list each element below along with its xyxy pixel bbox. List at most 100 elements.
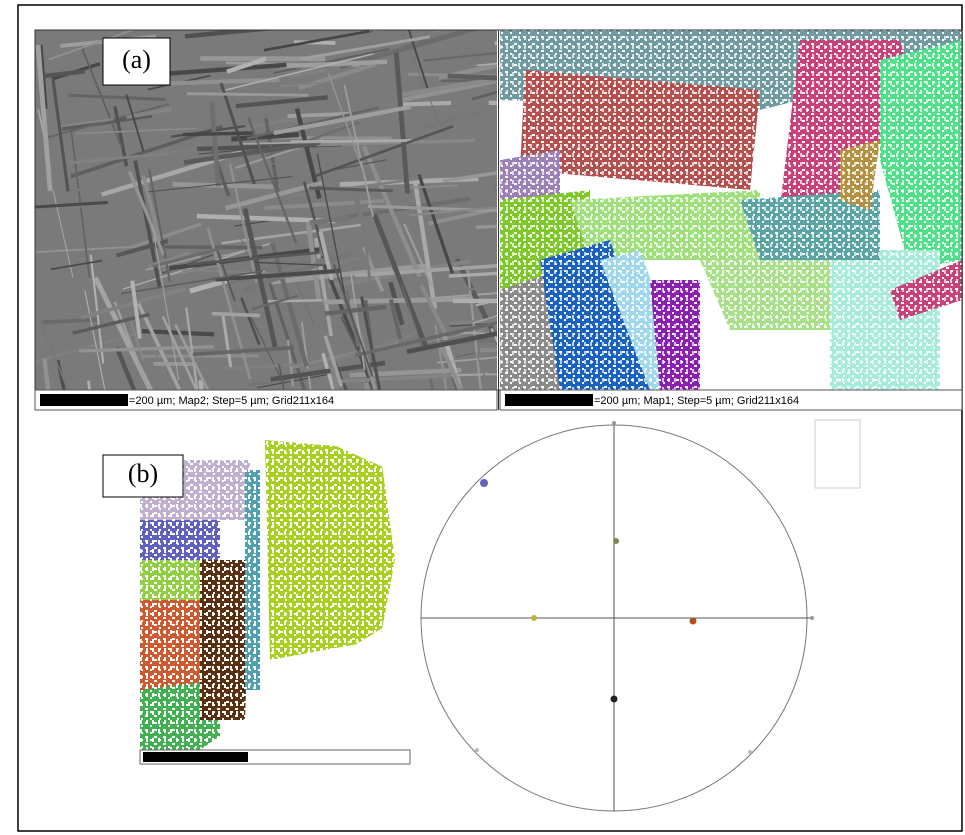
panel-label: (b) [128, 459, 158, 488]
panel-label: (a) [122, 45, 151, 74]
texture [152, 246, 223, 269]
texture [409, 206, 497, 217]
texture [343, 84, 375, 218]
label-box [102, 37, 171, 86]
texture [51, 77, 70, 192]
texture [226, 56, 267, 74]
texture [417, 173, 455, 274]
texture [231, 132, 299, 142]
texture [264, 198, 385, 211]
texture [235, 95, 328, 109]
texture [476, 62, 497, 67]
texture [323, 335, 344, 388]
texture [39, 320, 69, 390]
texture [174, 323, 210, 390]
texture [206, 227, 252, 380]
texture [490, 327, 497, 344]
texture [352, 192, 370, 241]
texture [75, 127, 197, 135]
texture [136, 301, 182, 390]
texture [221, 314, 233, 368]
texture [309, 186, 393, 193]
texture [299, 35, 431, 61]
texture [256, 372, 334, 389]
texture [445, 285, 492, 295]
texture [265, 298, 323, 303]
texture [193, 253, 351, 283]
texture [367, 204, 497, 213]
texture [300, 322, 312, 390]
texture [357, 37, 431, 64]
texture [120, 270, 264, 295]
texture [48, 175, 125, 201]
texture [413, 182, 437, 310]
caption: =200 µm; Map2; Step=5 µm; Grid211x164 [129, 395, 334, 407]
texture [354, 263, 497, 278]
texture [56, 359, 66, 390]
texture [406, 331, 497, 355]
texture [35, 203, 94, 217]
texture [321, 352, 336, 390]
texture [401, 78, 497, 103]
texture [142, 354, 259, 358]
texture [449, 318, 497, 326]
texture [58, 118, 114, 128]
texture [159, 264, 222, 279]
texture [442, 170, 497, 183]
texture [187, 251, 320, 266]
texture [127, 170, 165, 255]
texture [472, 315, 497, 324]
texture [327, 73, 368, 182]
texture [270, 242, 309, 367]
texture [289, 341, 400, 370]
texture [439, 345, 464, 390]
texture [434, 324, 448, 390]
texture [363, 234, 373, 297]
texture [140, 320, 173, 390]
texture [475, 353, 491, 390]
texture [151, 223, 180, 381]
scale-bar [143, 752, 248, 762]
texture [246, 106, 380, 140]
texture [43, 69, 85, 79]
texture [186, 92, 309, 97]
scale-bar [505, 394, 593, 406]
scale-bar [40, 394, 128, 406]
texture [295, 281, 315, 326]
texture [48, 30, 136, 61]
texture [440, 79, 497, 82]
texture [408, 184, 458, 189]
texture [402, 76, 497, 97]
texture [205, 283, 262, 390]
texture [493, 182, 497, 204]
texture [388, 298, 403, 340]
texture [113, 301, 151, 390]
texture [398, 100, 452, 107]
texture [68, 93, 166, 101]
texture [305, 222, 322, 301]
texture [216, 249, 236, 302]
texture [263, 30, 374, 52]
texture [256, 261, 324, 266]
texture [241, 141, 327, 145]
texture [148, 176, 293, 193]
texture [162, 77, 280, 86]
caption-bar [34, 389, 498, 411]
texture [423, 51, 497, 62]
texture [280, 81, 323, 88]
texture [192, 345, 294, 357]
texture [35, 200, 108, 209]
texture [69, 124, 91, 279]
texture [329, 366, 340, 390]
texture [477, 198, 497, 205]
texture [125, 94, 145, 152]
texture [273, 47, 390, 75]
texture [42, 317, 98, 325]
texture [438, 63, 497, 81]
caption: =200 µm; Map1; Step=5 µm; Grid211x164 [594, 395, 799, 407]
texture [270, 263, 427, 285]
texture [324, 304, 387, 316]
texture [211, 311, 260, 318]
texture [332, 263, 374, 377]
